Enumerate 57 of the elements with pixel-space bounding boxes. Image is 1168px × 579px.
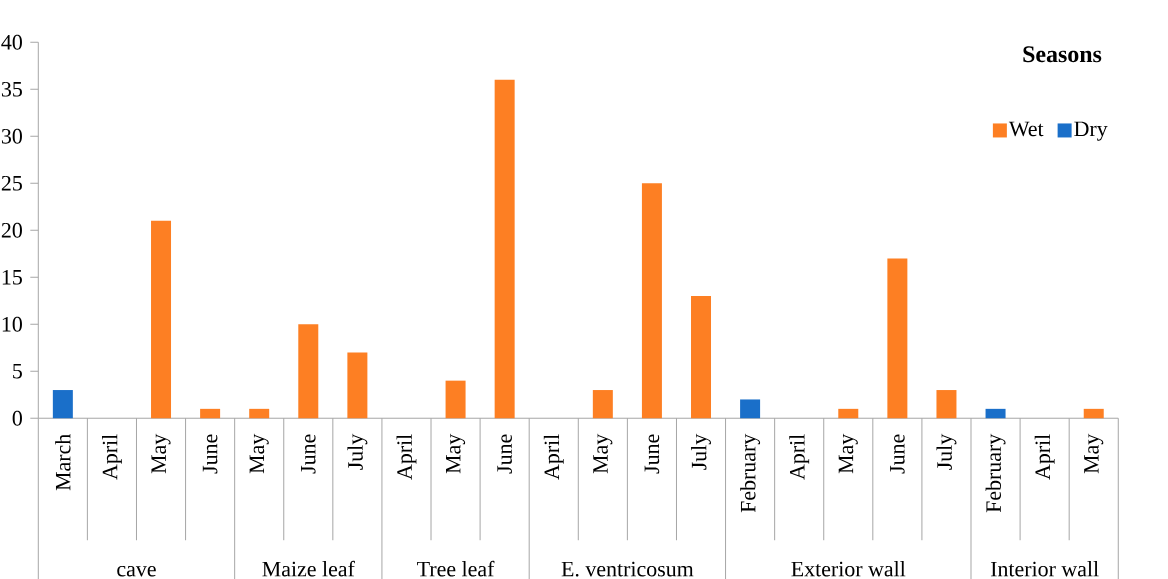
x-tick-label: July [936, 433, 957, 470]
x-tick-label: April [102, 434, 122, 480]
x-tick-label: March [55, 434, 71, 491]
bar [445, 380, 466, 419]
x-tick-label: June [890, 434, 905, 474]
bar [298, 324, 319, 419]
bar [740, 399, 761, 419]
bar [494, 79, 515, 419]
bar [985, 408, 1006, 419]
x-tick-label: April [789, 434, 810, 480]
y-tick-label: 35 [1, 81, 22, 97]
y-tick-label: 5 [13, 363, 22, 379]
bar [1083, 408, 1104, 419]
x-tick-label: April [1034, 434, 1055, 480]
x-tick-label: May [249, 433, 269, 474]
text: Maize leaf [262, 560, 355, 577]
text: Exterior wall [791, 561, 906, 577]
x-tick-label: May [151, 433, 171, 474]
legend-label: Wet [1008, 121, 1044, 137]
legend-title: Seasons [1023, 46, 1102, 63]
legend-label: Dry [1074, 121, 1108, 141]
bar [347, 352, 368, 419]
x-tick-label: May [593, 433, 613, 474]
x-tick-label: June [301, 434, 316, 474]
x-tick-label: April [396, 434, 417, 480]
bar [151, 220, 172, 419]
text: Tree leaf [417, 560, 495, 577]
bar [249, 408, 270, 419]
x-tick-label: July [691, 433, 711, 470]
text: E. ventricosum [561, 561, 694, 577]
bar [936, 390, 957, 419]
bar [592, 390, 613, 419]
text: Interior wall [990, 561, 1099, 577]
x-tick-label: May [838, 433, 858, 474]
y-tick-label: 20 [1, 222, 22, 238]
y-tick-label: 10 [2, 316, 22, 332]
bar [52, 390, 73, 419]
x-tick-label: July [347, 433, 368, 470]
y-tick-label: 30 [1, 128, 22, 144]
y-tick-label: 40 [1, 34, 22, 50]
x-tick-label: February [985, 433, 1006, 513]
x-tick-label: February [740, 433, 761, 513]
bar [641, 183, 662, 419]
x-tick-label: June [497, 434, 512, 474]
x-tick-label: April [543, 434, 564, 480]
y-tick-label: 25 [1, 175, 22, 191]
x-tick-label: May [1084, 433, 1104, 474]
bar [691, 296, 712, 419]
x-tick-label: May [446, 433, 466, 474]
bar [838, 408, 859, 419]
x-tick-label: June [202, 434, 218, 474]
bar [200, 408, 221, 419]
y-tick-label: 15 [2, 269, 22, 285]
text: cave [117, 565, 156, 577]
y-tick-label: 0 [12, 410, 22, 426]
bar [887, 258, 908, 419]
x-tick-label: June [644, 434, 660, 474]
